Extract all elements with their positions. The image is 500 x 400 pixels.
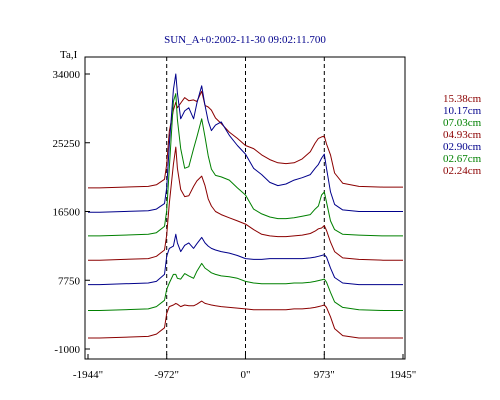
x-tick-label-1: -972": [154, 369, 179, 381]
legend-item-2: 07.03cm: [443, 117, 482, 129]
series-line-6: [88, 300, 403, 339]
y-tick-group: 34000 25250 16500 7750 -1000: [53, 69, 90, 356]
series-line-2: [88, 93, 403, 237]
series-line-1: [88, 73, 403, 213]
y-tick-label-3: 7750: [58, 275, 81, 287]
x-tick-label-3: 973": [314, 369, 335, 381]
legend-item-5: 02.67cm: [443, 153, 482, 165]
legend-item-4: 02.90cm: [443, 141, 482, 153]
legend-item-3: 04.93cm: [443, 129, 482, 141]
y-tick-label-4: -1000: [54, 344, 80, 356]
x-tick-label-4: 1945": [390, 369, 417, 381]
chart-title: SUN_A+0:2002-11-30 09:02:11.700: [164, 34, 326, 46]
x-tick-label-0: -1944": [73, 369, 103, 381]
legend: 15.38cm 10.17cm 07.03cm 04.93cm 02.90cm 02.67…: [443, 93, 481, 177]
y-tick-label-0: 34000: [53, 69, 81, 81]
y-axis-label: Ta,I: [60, 49, 78, 61]
series-group: [88, 73, 403, 339]
series-line-5: [88, 262, 403, 311]
legend-item-0: 15.38cm: [443, 93, 482, 105]
y-tick-label-1: 25250: [53, 138, 81, 150]
x-tick-label-2: 0": [240, 369, 250, 381]
series-line-4: [88, 233, 403, 286]
y-tick-label-2: 16500: [53, 207, 81, 219]
legend-item-1: 10.17cm: [443, 105, 482, 117]
legend-item-6: 02.24cm: [443, 165, 482, 177]
x-tick-group: -1944" -972" 0" 973" 1945": [73, 354, 416, 381]
series-line-0: [88, 90, 403, 189]
series-line-3: [88, 146, 403, 261]
vertical-marker-group: [166, 57, 325, 359]
